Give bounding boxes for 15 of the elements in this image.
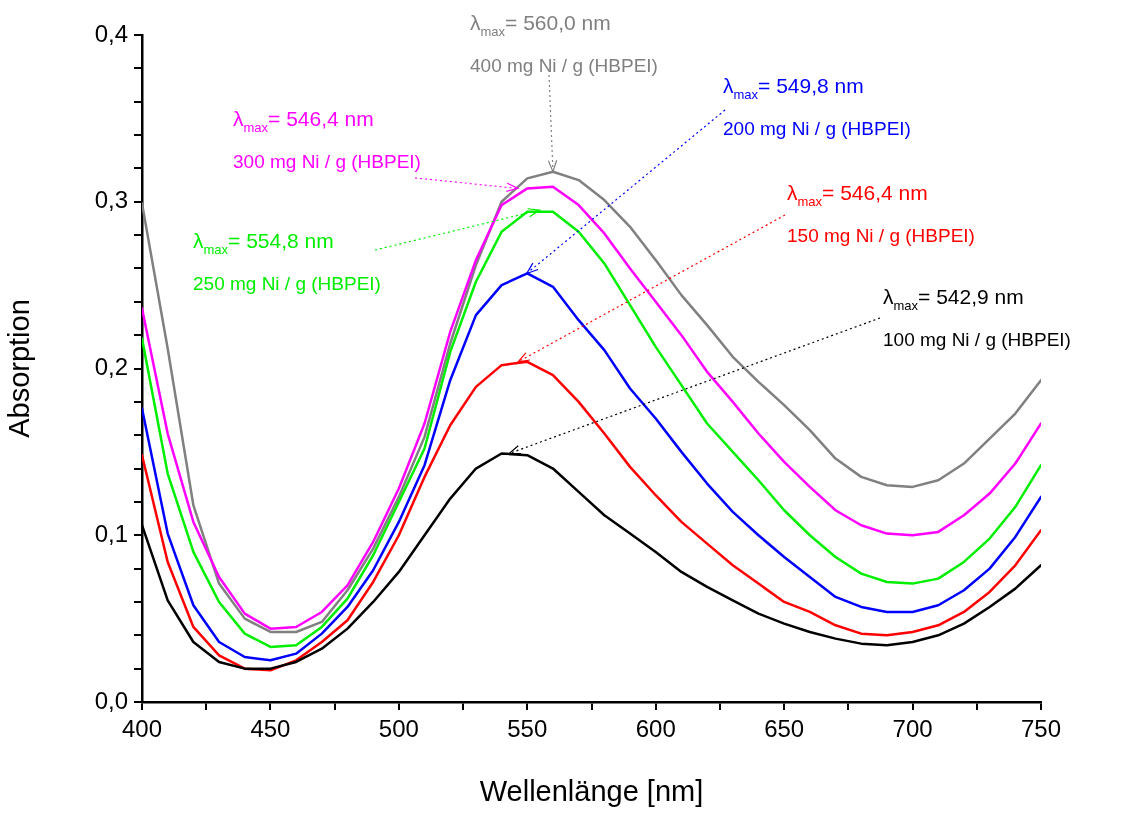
x-tick-label: 750 bbox=[1020, 715, 1062, 743]
y-tick-label: 0,4 bbox=[94, 19, 128, 47]
x-axis-title: Wellenlänge [nm] bbox=[479, 774, 704, 807]
y-tick-label: 0,2 bbox=[94, 353, 128, 381]
y-tick-label: 0,1 bbox=[94, 519, 128, 547]
x-tick-label: 550 bbox=[507, 715, 548, 743]
x-tick-label: 400 bbox=[121, 715, 163, 743]
x-tick-label: 650 bbox=[764, 715, 805, 743]
y-axis-title: Absorption bbox=[3, 299, 36, 438]
x-tick-label: 700 bbox=[892, 715, 933, 743]
y-tick-label: 0,3 bbox=[94, 186, 128, 214]
x-tick-label: 500 bbox=[378, 715, 419, 743]
y-tick-label: 0,0 bbox=[94, 686, 128, 714]
x-tick-label: 600 bbox=[635, 715, 676, 743]
x-tick-label: 450 bbox=[250, 715, 291, 743]
